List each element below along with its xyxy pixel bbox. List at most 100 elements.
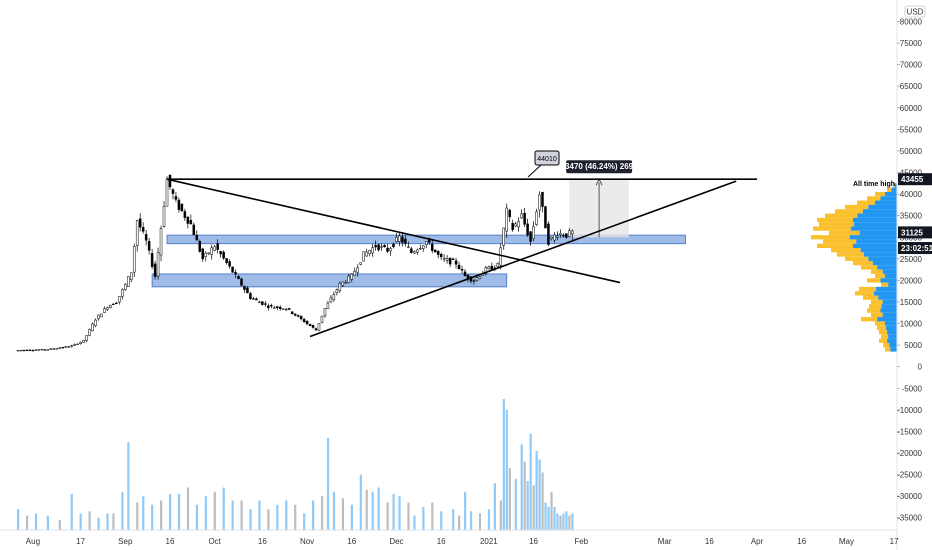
candle-body <box>121 289 124 297</box>
candle-body <box>58 347 61 349</box>
price-tick-label: 80000 <box>900 18 923 27</box>
volume-bar <box>341 498 345 531</box>
candle-body <box>350 273 354 280</box>
candle-body <box>55 348 58 350</box>
candle-body <box>404 238 407 244</box>
candle-body <box>198 241 202 252</box>
candle-body <box>112 303 115 305</box>
volume-bar <box>571 513 574 531</box>
candle-body <box>439 253 443 258</box>
candle-body <box>416 249 419 253</box>
volume-bar <box>550 491 553 531</box>
volume-profile-row <box>835 209 863 214</box>
candle-body <box>329 297 333 303</box>
volume-bar <box>520 444 523 531</box>
volume-bar <box>538 459 541 531</box>
candle-body <box>210 247 213 255</box>
price-tick-label: 65000 <box>900 82 923 91</box>
candle-body <box>225 258 228 264</box>
time-tick-label: Aug <box>26 537 40 546</box>
candle-body <box>371 247 374 254</box>
candle-body <box>550 236 553 239</box>
volume-profile-row <box>889 342 897 348</box>
candle-body <box>505 207 508 232</box>
price-tick-label: -15000 <box>897 427 922 436</box>
candle-body <box>362 251 365 262</box>
candle-body <box>219 251 222 255</box>
candle-body <box>472 280 476 282</box>
candle-body <box>124 283 127 290</box>
candle-body <box>344 281 348 284</box>
price-tick-label: -5000 <box>902 384 923 393</box>
volume-profile-row <box>881 334 889 339</box>
candle-body <box>326 302 330 309</box>
volume-profile-row <box>880 278 897 283</box>
candle-body <box>73 344 76 346</box>
annotations: 44010 All time high <box>527 150 895 188</box>
volume-bar <box>276 504 279 531</box>
volume-bar <box>458 515 461 531</box>
volume-bar <box>97 517 100 531</box>
volume-bar <box>79 513 82 531</box>
volume-bar <box>326 437 330 531</box>
price-tick-label: 70000 <box>900 61 923 70</box>
candle-body <box>204 252 207 257</box>
volume-bar <box>294 504 297 531</box>
candle-body <box>454 260 458 265</box>
volume-profile-row <box>861 317 878 322</box>
price-tag <box>898 226 932 239</box>
candle-body <box>311 324 315 328</box>
volume-bar <box>213 491 216 531</box>
candle-body <box>97 314 100 320</box>
candle-body <box>201 248 205 260</box>
candle-body <box>103 308 106 313</box>
volume-bar <box>303 513 306 531</box>
candle-body <box>487 266 491 270</box>
volume-profile-row <box>845 256 869 261</box>
volume-bar <box>46 515 49 531</box>
volume-profile-row <box>880 308 897 313</box>
volume-profile-row <box>881 304 897 309</box>
volume-bar <box>58 519 61 531</box>
candle-body <box>475 277 479 281</box>
candle-body <box>308 324 312 326</box>
candle-body <box>305 320 309 324</box>
volume-profile-row <box>853 243 897 249</box>
volume-bar <box>440 511 443 531</box>
candle-body <box>228 261 231 267</box>
volume-bar <box>523 461 526 531</box>
volume-profile-row <box>875 191 885 197</box>
candle-body <box>383 245 386 248</box>
volume-profile-row <box>850 226 897 231</box>
candle-body <box>562 235 565 237</box>
volume-bar <box>526 481 529 531</box>
volume-profile-row <box>871 312 883 318</box>
volume-bar <box>413 515 416 531</box>
volume-profile-row <box>884 273 897 279</box>
candle-body <box>31 349 35 352</box>
time-tick-label: Mar <box>658 537 672 546</box>
time-tick-label: 16 <box>529 537 538 546</box>
candle-body <box>544 206 547 229</box>
volume-profile-row <box>857 200 875 205</box>
volume-bar <box>151 504 154 531</box>
volume-profile-row <box>817 217 853 223</box>
candle-body <box>413 251 416 254</box>
volume-bar <box>508 468 511 531</box>
volume-bar <box>502 399 505 531</box>
volume-profile-row <box>811 235 850 240</box>
candle-body <box>252 298 255 300</box>
volume-profile-row <box>877 325 886 331</box>
volume-bar <box>312 500 315 531</box>
volume-bar <box>121 491 124 531</box>
volume-profile-row <box>831 248 861 253</box>
time-tick-label: Dec <box>389 537 403 546</box>
candle-body <box>425 241 428 246</box>
volume-profile-row <box>871 269 883 274</box>
candle-body <box>389 248 392 252</box>
candle-body <box>76 343 79 346</box>
candle-body <box>278 306 282 310</box>
volume-bar <box>452 509 455 531</box>
candle-body <box>460 269 464 271</box>
